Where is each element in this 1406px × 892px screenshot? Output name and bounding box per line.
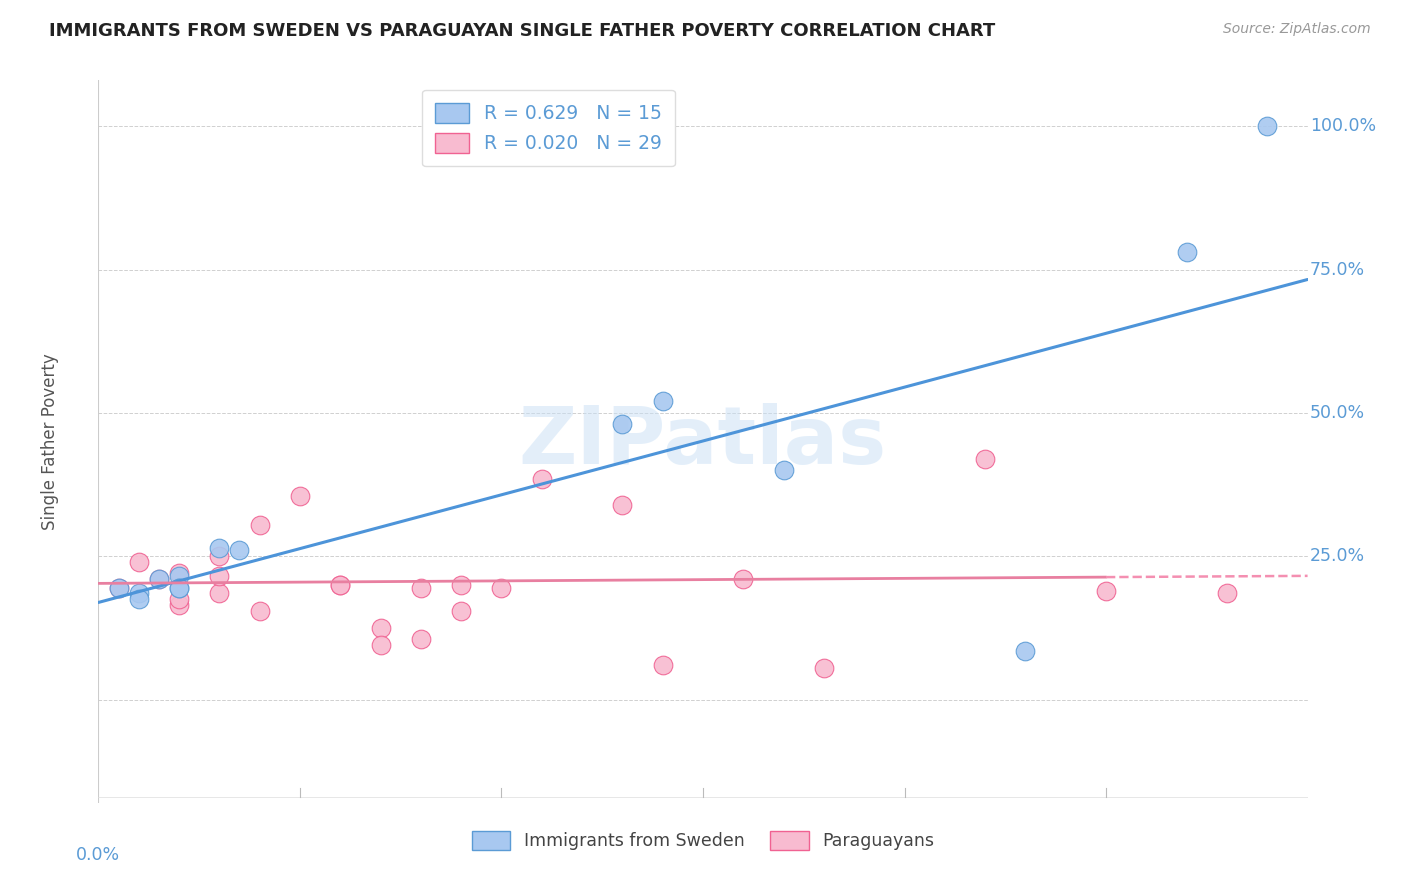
Point xyxy=(409,632,432,647)
Point xyxy=(167,569,190,583)
Point xyxy=(249,517,271,532)
Point xyxy=(1216,586,1239,600)
Point xyxy=(329,578,352,592)
Point xyxy=(167,581,190,595)
Text: 100.0%: 100.0% xyxy=(1310,117,1376,136)
Text: IMMIGRANTS FROM SWEDEN VS PARAGUAYAN SINGLE FATHER POVERTY CORRELATION CHART: IMMIGRANTS FROM SWEDEN VS PARAGUAYAN SIN… xyxy=(49,22,995,40)
Point xyxy=(208,541,231,555)
Legend: Immigrants from Sweden, Paraguayans: Immigrants from Sweden, Paraguayans xyxy=(463,822,943,859)
Point xyxy=(128,586,150,600)
Point xyxy=(208,586,231,600)
Point xyxy=(1256,119,1278,133)
Point xyxy=(651,658,673,673)
Text: Source: ZipAtlas.com: Source: ZipAtlas.com xyxy=(1223,22,1371,37)
Point xyxy=(733,572,755,586)
Point xyxy=(107,581,129,595)
Point xyxy=(370,638,392,652)
Point xyxy=(107,581,129,595)
Point xyxy=(491,581,513,595)
Text: 0.0%: 0.0% xyxy=(76,847,121,864)
Point xyxy=(530,472,553,486)
Point xyxy=(208,569,231,583)
Text: 75.0%: 75.0% xyxy=(1310,260,1365,278)
Point xyxy=(249,604,271,618)
Point xyxy=(1095,583,1118,598)
Point xyxy=(167,566,190,581)
Point xyxy=(1014,644,1036,658)
Point xyxy=(288,489,311,503)
Point xyxy=(128,592,150,607)
Point xyxy=(370,621,392,635)
Point xyxy=(329,578,352,592)
Point xyxy=(167,592,190,607)
Point xyxy=(772,463,794,477)
Text: Single Father Poverty: Single Father Poverty xyxy=(41,353,59,530)
Text: 25.0%: 25.0% xyxy=(1310,547,1365,566)
Point xyxy=(612,498,634,512)
Point xyxy=(148,572,170,586)
Point xyxy=(450,604,472,618)
Text: 50.0%: 50.0% xyxy=(1310,404,1365,422)
Point xyxy=(813,661,835,675)
Point xyxy=(228,543,250,558)
Point xyxy=(974,451,997,466)
Point xyxy=(148,572,170,586)
Point xyxy=(1175,245,1198,260)
Point xyxy=(651,394,673,409)
Point xyxy=(612,417,634,432)
Point xyxy=(167,581,190,595)
Point xyxy=(208,549,231,564)
Point xyxy=(167,598,190,612)
Point xyxy=(128,555,150,569)
Point xyxy=(450,578,472,592)
Text: ZIPatlas: ZIPatlas xyxy=(519,402,887,481)
Point xyxy=(409,581,432,595)
